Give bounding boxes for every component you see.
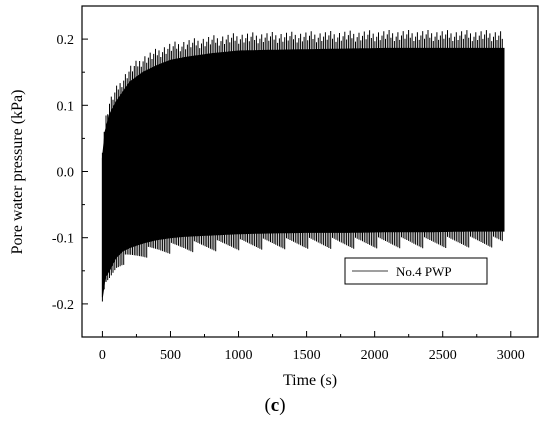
y-tick-label: 0.1 [57, 99, 75, 114]
caption-open: ( [264, 395, 271, 416]
legend-label: No.4 PWP [396, 264, 452, 279]
x-tick-label: 1500 [293, 348, 321, 363]
x-tick-label: 1000 [225, 348, 253, 363]
y-tick-label: 0.2 [57, 33, 75, 48]
y-tick-label: -0.1 [52, 232, 74, 247]
x-tick-label: 0 [99, 348, 106, 363]
caption-letter: c [270, 395, 280, 416]
x-tick-label: 500 [160, 348, 181, 363]
y-tick-label: 0.0 [57, 166, 75, 181]
caption-close: ) [279, 395, 286, 416]
y-axis: -0.2 -0.1 0.0 0.1 0.2 [52, 33, 88, 313]
legend: No.4 PWP [344, 257, 488, 285]
pwp-signal [101, 30, 505, 302]
pwp-oscillation-peaks [101, 30, 503, 302]
x-tick-label: 2000 [361, 348, 389, 363]
y-tick-label: -0.2 [52, 298, 74, 313]
x-tick-label: 3000 [497, 348, 525, 363]
x-axis-label: Time (s) [283, 372, 337, 389]
x-axis: 0 500 1000 1500 2000 2500 3000 [99, 331, 525, 363]
figure-caption: (c) [0, 395, 550, 417]
y-axis-label: Pore water pressure (kPa) [9, 90, 26, 255]
x-tick-label: 2500 [429, 348, 457, 363]
